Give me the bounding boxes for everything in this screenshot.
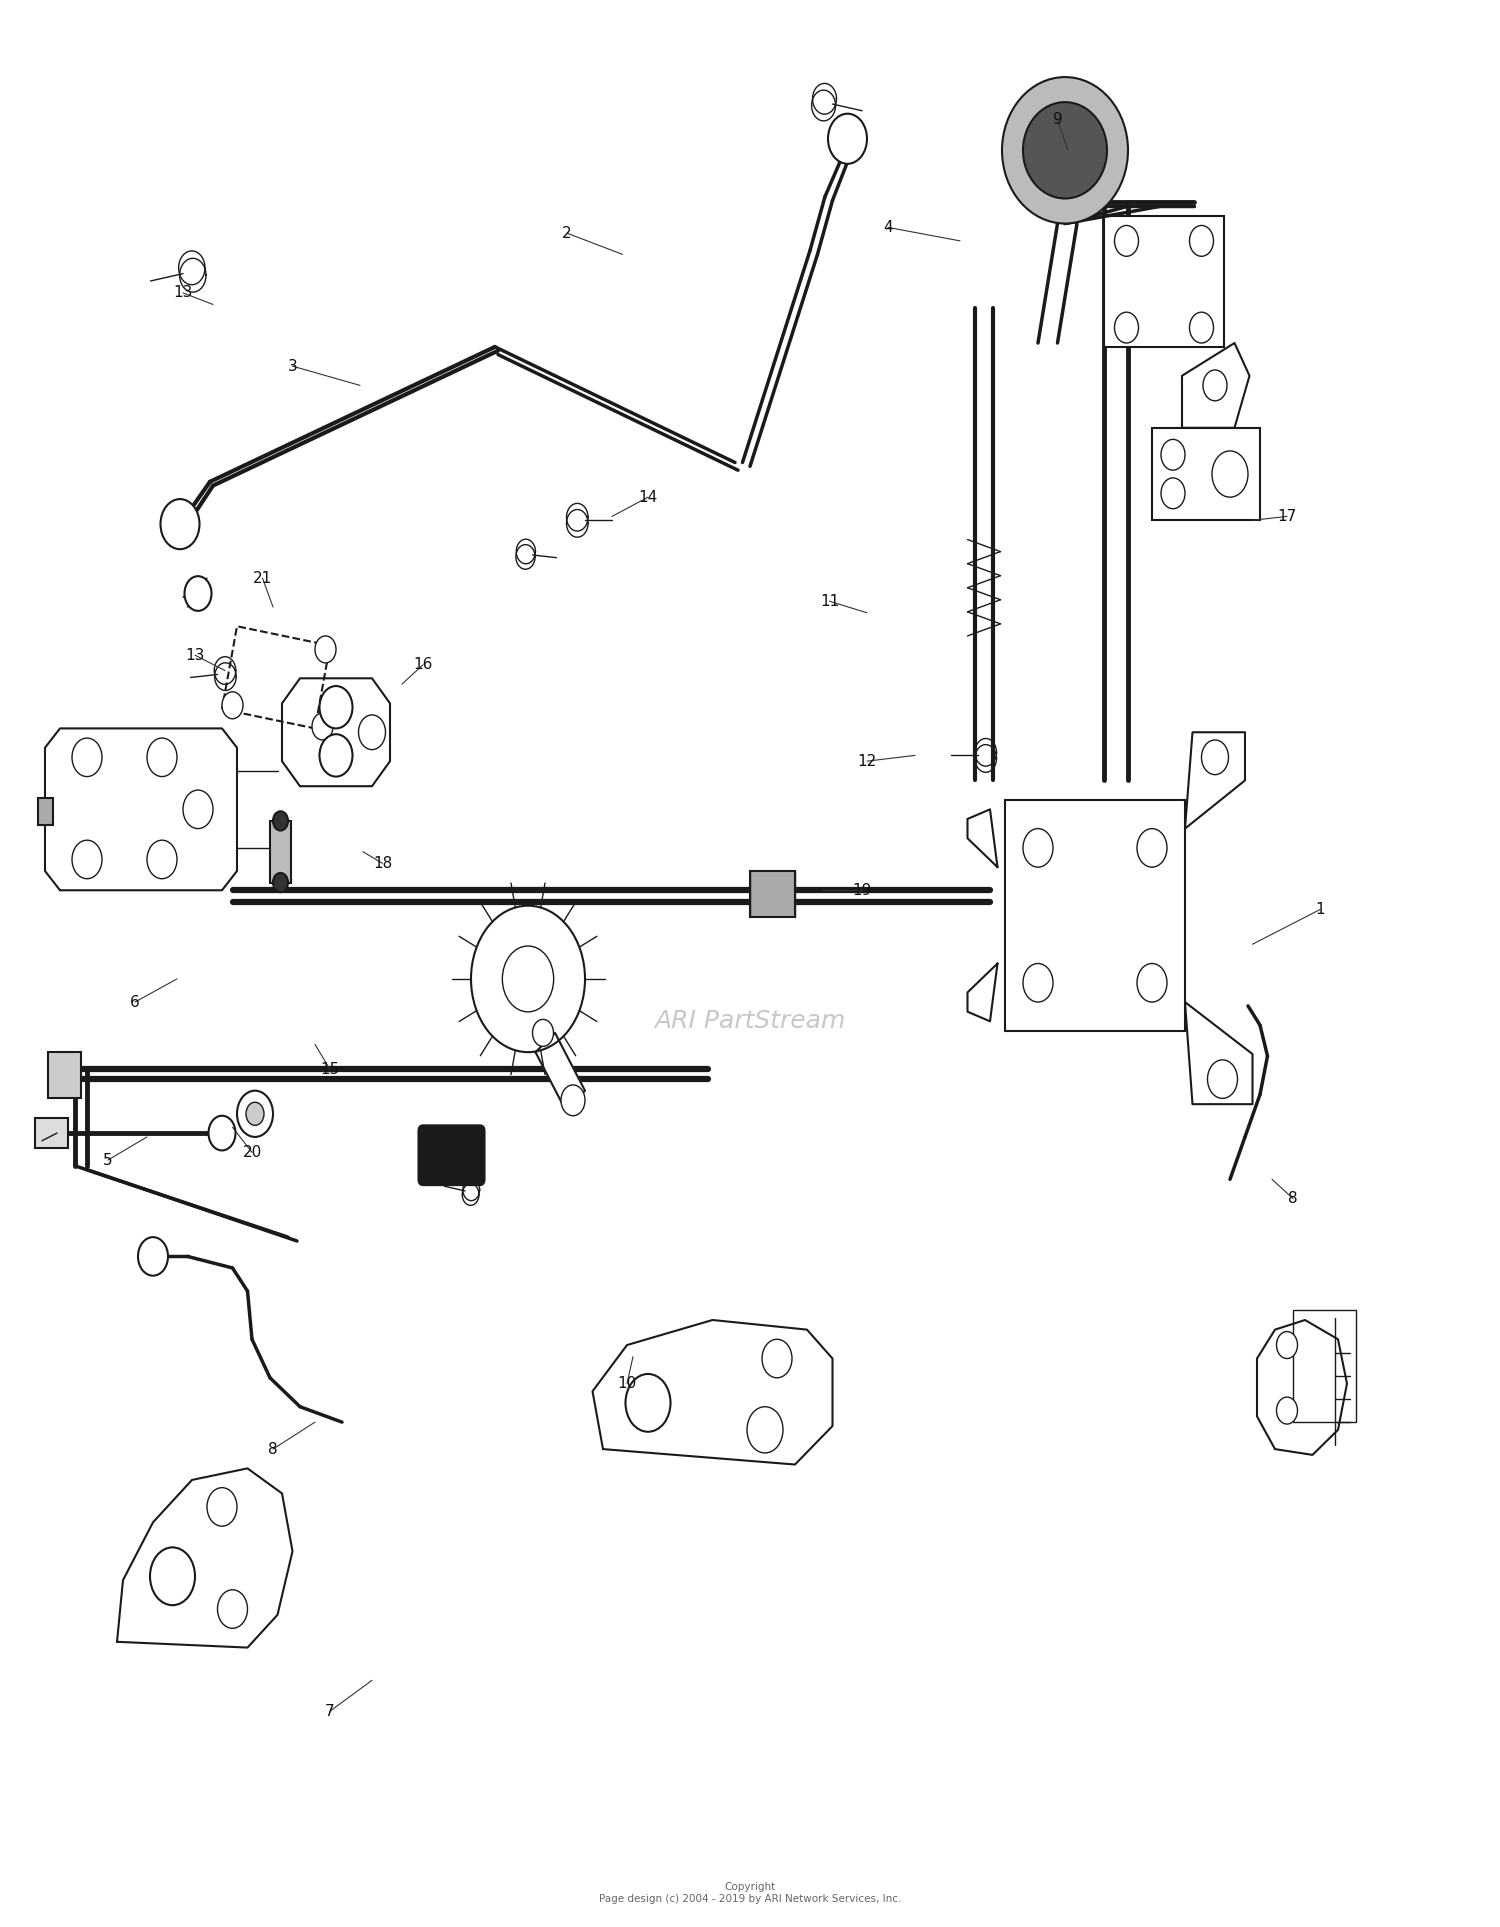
- Circle shape: [1161, 439, 1185, 470]
- Text: 19: 19: [853, 883, 871, 898]
- Bar: [34, 1118, 68, 1148]
- Text: 10: 10: [618, 1376, 636, 1391]
- Ellipse shape: [1023, 102, 1107, 198]
- Text: 5: 5: [104, 1152, 112, 1168]
- Text: 15: 15: [321, 1062, 339, 1077]
- Circle shape: [747, 1407, 783, 1453]
- Circle shape: [1212, 451, 1248, 497]
- Text: 12: 12: [858, 753, 876, 769]
- Bar: [38, 798, 52, 825]
- Text: 17: 17: [1278, 509, 1296, 524]
- Text: 21: 21: [254, 570, 272, 586]
- Circle shape: [246, 1102, 264, 1125]
- Circle shape: [72, 738, 102, 777]
- Text: 3: 3: [288, 358, 297, 374]
- Circle shape: [320, 734, 352, 777]
- Circle shape: [503, 946, 554, 1012]
- Circle shape: [1190, 225, 1214, 256]
- Circle shape: [150, 1547, 195, 1605]
- Circle shape: [626, 1374, 670, 1432]
- Bar: [750, 871, 795, 917]
- Circle shape: [138, 1237, 168, 1276]
- Circle shape: [1202, 740, 1228, 775]
- Circle shape: [1137, 829, 1167, 867]
- Circle shape: [1161, 478, 1185, 509]
- Circle shape: [237, 1091, 273, 1137]
- Circle shape: [1208, 1060, 1237, 1098]
- Circle shape: [183, 790, 213, 829]
- Circle shape: [1190, 312, 1214, 343]
- Polygon shape: [1257, 1320, 1347, 1455]
- Ellipse shape: [1002, 77, 1128, 224]
- Circle shape: [762, 1339, 792, 1378]
- Text: 20: 20: [243, 1145, 261, 1160]
- Text: 6: 6: [130, 994, 140, 1010]
- Text: 4: 4: [884, 220, 892, 235]
- Circle shape: [1276, 1397, 1298, 1424]
- Circle shape: [207, 1488, 237, 1526]
- Circle shape: [471, 906, 585, 1052]
- Circle shape: [209, 1116, 236, 1150]
- Circle shape: [1114, 225, 1138, 256]
- Circle shape: [1203, 370, 1227, 401]
- Text: 2: 2: [562, 225, 572, 241]
- Polygon shape: [282, 678, 390, 786]
- Text: 1: 1: [1316, 902, 1324, 917]
- Circle shape: [312, 713, 333, 740]
- Text: 8: 8: [268, 1441, 278, 1457]
- Circle shape: [320, 686, 352, 728]
- Text: 16: 16: [414, 657, 432, 673]
- Polygon shape: [45, 728, 237, 890]
- Text: ARI PartStream: ARI PartStream: [654, 1010, 846, 1033]
- Text: 13: 13: [174, 285, 192, 301]
- Circle shape: [160, 499, 200, 549]
- Text: Copyright
Page design (c) 2004 - 2019 by ARI Network Services, Inc.: Copyright Page design (c) 2004 - 2019 by…: [598, 1883, 902, 1904]
- Circle shape: [561, 1085, 585, 1116]
- Circle shape: [1023, 964, 1053, 1002]
- Bar: [270, 821, 291, 883]
- Text: 11: 11: [821, 594, 839, 609]
- Bar: [1005, 800, 1185, 1031]
- Circle shape: [184, 576, 211, 611]
- Circle shape: [222, 692, 243, 719]
- Circle shape: [1114, 312, 1138, 343]
- Circle shape: [147, 738, 177, 777]
- Polygon shape: [536, 1033, 585, 1110]
- Circle shape: [828, 114, 867, 164]
- Bar: [48, 1052, 81, 1098]
- Text: 13: 13: [186, 647, 204, 663]
- Circle shape: [315, 636, 336, 663]
- Text: 9: 9: [1053, 112, 1062, 127]
- Text: 7: 7: [326, 1703, 334, 1719]
- Circle shape: [358, 715, 386, 750]
- Text: 18: 18: [374, 856, 392, 871]
- Bar: [1152, 428, 1260, 520]
- Circle shape: [1023, 829, 1053, 867]
- FancyBboxPatch shape: [419, 1125, 484, 1185]
- Polygon shape: [1182, 343, 1250, 428]
- Polygon shape: [592, 1320, 832, 1465]
- Polygon shape: [1185, 1002, 1252, 1104]
- Bar: [1104, 216, 1224, 347]
- Circle shape: [273, 873, 288, 892]
- Circle shape: [1276, 1332, 1298, 1359]
- Polygon shape: [968, 964, 998, 1021]
- Circle shape: [1137, 964, 1167, 1002]
- Text: 8: 8: [1288, 1191, 1298, 1206]
- Text: 14: 14: [639, 489, 657, 505]
- Polygon shape: [1185, 732, 1245, 829]
- Circle shape: [217, 1590, 248, 1628]
- Circle shape: [532, 1019, 554, 1046]
- Circle shape: [147, 840, 177, 879]
- Circle shape: [72, 840, 102, 879]
- Polygon shape: [117, 1468, 292, 1648]
- Polygon shape: [968, 809, 998, 867]
- Circle shape: [273, 811, 288, 831]
- Bar: [1293, 1310, 1356, 1422]
